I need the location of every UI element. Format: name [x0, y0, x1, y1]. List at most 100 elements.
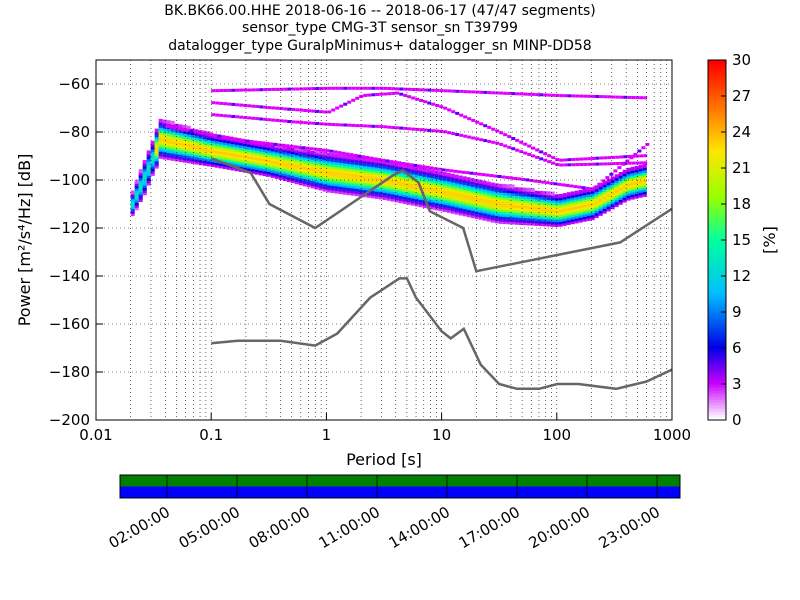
- heatmap-cell: [354, 163, 359, 168]
- heatmap-cell: [394, 198, 399, 203]
- heatmap-cell: [518, 209, 523, 213]
- heatmap-cell: [606, 205, 611, 210]
- heatmap-cell: [634, 168, 639, 173]
- heatmap-cell: [366, 167, 371, 172]
- heatmap-cell: [486, 215, 491, 220]
- heatmap-cell: [287, 120, 292, 123]
- heatmap-cell: [146, 181, 151, 186]
- heatmap-cell: [526, 190, 531, 195]
- heatmap-cell: [614, 179, 619, 184]
- heatmap-cell: [462, 195, 467, 200]
- heatmap-cell: [605, 176, 610, 180]
- colorbar-step: [708, 213, 726, 217]
- heatmap-cell: [450, 173, 455, 178]
- heatmap-cell: [459, 133, 464, 137]
- heatmap-cell: [414, 192, 419, 197]
- heatmap-cell: [206, 162, 211, 167]
- heatmap-cell: [507, 145, 512, 149]
- heatmap-cell: [327, 110, 332, 114]
- heatmap-cell: [406, 200, 411, 205]
- colorbar-step: [708, 360, 726, 364]
- heatmap-cell: [370, 179, 375, 184]
- heatmap-cell: [523, 142, 528, 146]
- heatmap-cell: [410, 168, 415, 172]
- heatmap-cell: [426, 192, 431, 197]
- heatmap-cell: [570, 198, 575, 203]
- heatmap-cell: [606, 181, 611, 186]
- heatmap-cell: [510, 215, 515, 220]
- heatmap-cell: [539, 93, 544, 97]
- heatmap-cell: [554, 220, 559, 225]
- heatmap-cell: [410, 170, 415, 175]
- colorbar-step: [708, 159, 726, 163]
- heatmap-cell: [162, 148, 167, 153]
- heatmap-cell: [330, 165, 335, 170]
- colorbar-step: [708, 267, 726, 271]
- heatmap-cell: [362, 174, 367, 179]
- heatmap-cell: [614, 198, 619, 203]
- heatmap-cell: [622, 169, 627, 174]
- heatmap-cell: [274, 172, 279, 177]
- heatmap-cell: [430, 188, 435, 193]
- heatmap-cell: [234, 160, 239, 164]
- heatmap-cell: [463, 115, 468, 119]
- heatmap-cell: [490, 194, 495, 199]
- heatmap-cell: [311, 87, 316, 91]
- heatmap-cell: [446, 208, 451, 213]
- heatmap-cell: [534, 205, 539, 210]
- heatmap-cell: [353, 153, 358, 157]
- heatmap-cell: [430, 198, 435, 203]
- colorbar-tick-label: 12: [732, 267, 751, 285]
- heatmap-cell: [326, 157, 331, 162]
- heatmap-cell: [306, 183, 311, 188]
- heatmap-cell: [598, 209, 603, 214]
- heatmap-cell: [186, 154, 191, 159]
- heatmap-cell: [410, 177, 415, 182]
- heatmap-cell: [438, 188, 443, 192]
- heatmap-cell: [378, 183, 383, 188]
- heatmap-cell: [238, 143, 243, 148]
- heatmap-cell: [558, 220, 563, 225]
- heatmap-cell: [266, 165, 271, 170]
- heatmap-cell: [554, 196, 559, 201]
- heatmap-cell: [578, 206, 583, 211]
- heatmap-cell: [527, 153, 532, 156]
- heatmap-cell: [506, 203, 511, 208]
- heatmap-cell: [550, 215, 555, 220]
- heatmap-cell: [390, 178, 395, 183]
- heatmap-cell: [446, 204, 451, 208]
- heatmap-cell: [622, 193, 627, 198]
- heatmap-cell: [546, 193, 551, 198]
- heatmap-cell: [454, 177, 459, 181]
- heatmap-cell: [619, 161, 624, 165]
- heatmap-cell: [322, 161, 327, 166]
- heatmap-cell: [146, 164, 151, 169]
- heatmap-cell: [550, 194, 555, 198]
- heatmap-cell: [142, 181, 147, 186]
- heatmap-cell: [499, 142, 504, 146]
- heatmap-cell: [326, 179, 331, 183]
- heatmap-cell: [602, 192, 607, 197]
- heatmap-cell: [402, 173, 407, 178]
- heatmap-cell: [422, 201, 427, 206]
- heatmap-cell: [439, 129, 444, 133]
- heatmap-cell: [214, 156, 219, 161]
- heatmap-cell: [414, 180, 419, 185]
- heatmap-cell: [402, 185, 407, 190]
- heatmap-cell: [506, 186, 511, 191]
- heatmap-cell: [174, 140, 179, 145]
- heatmap-cell: [430, 203, 435, 208]
- heatmap-cell: [522, 197, 527, 202]
- heatmap-cell: [606, 190, 611, 195]
- heatmap-cell: [514, 192, 519, 196]
- heatmap-cell: [518, 187, 523, 192]
- heatmap-cell: [417, 164, 422, 168]
- heatmap-cell: [398, 180, 403, 184]
- heatmap-cell: [266, 156, 271, 160]
- heatmap-cell: [602, 200, 607, 205]
- heatmap-cell: [547, 93, 552, 97]
- colorbar-step: [708, 387, 726, 391]
- heatmap-cell: [310, 167, 315, 172]
